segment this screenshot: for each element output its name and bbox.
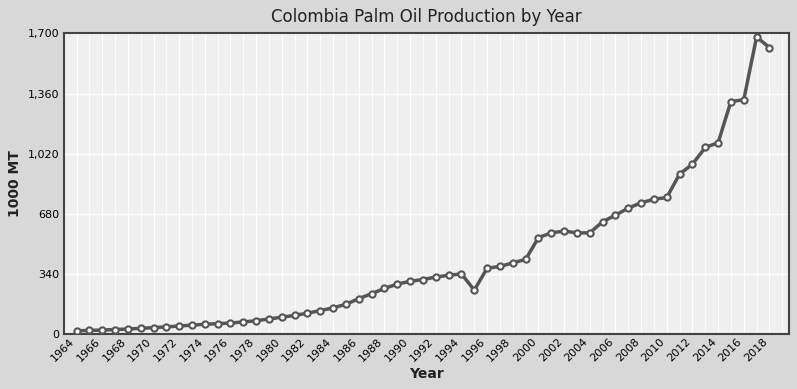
X-axis label: Year: Year [409,367,444,381]
Y-axis label: 1000 MT: 1000 MT [8,150,22,217]
Title: Colombia Palm Oil Production by Year: Colombia Palm Oil Production by Year [271,8,582,26]
